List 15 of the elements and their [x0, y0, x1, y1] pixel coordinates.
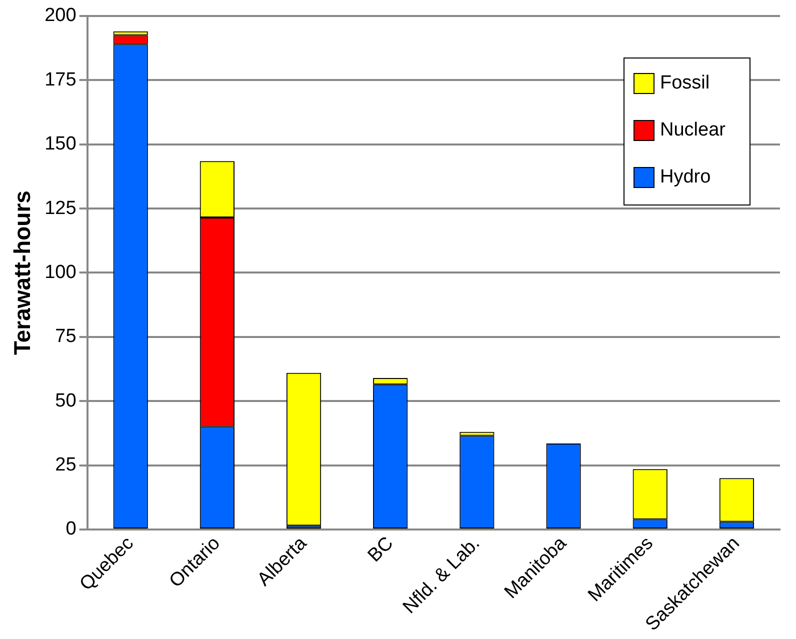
y-axis-title: Terawatt-hours [9, 190, 36, 355]
x-tick-label: Nfld. & Lab. [399, 532, 484, 618]
y-tick-label: 25 [55, 454, 76, 476]
y-tick-label: 100 [44, 262, 76, 283]
y-tick-label: 75 [55, 326, 76, 348]
y-tick-label: 200 [44, 5, 76, 26]
legend-label: Fossil [660, 72, 710, 94]
y-tick-label: 50 [55, 390, 76, 412]
y-tick-label: 175 [44, 69, 76, 90]
y-tick-label: 125 [44, 198, 76, 219]
legend-label: Nuclear [660, 120, 726, 141]
x-tick-label: BC [364, 532, 398, 566]
y-tick-label: 150 [44, 134, 76, 155]
legend-label: Hydro [660, 166, 711, 188]
y-tick-label: 0 [66, 518, 76, 540]
